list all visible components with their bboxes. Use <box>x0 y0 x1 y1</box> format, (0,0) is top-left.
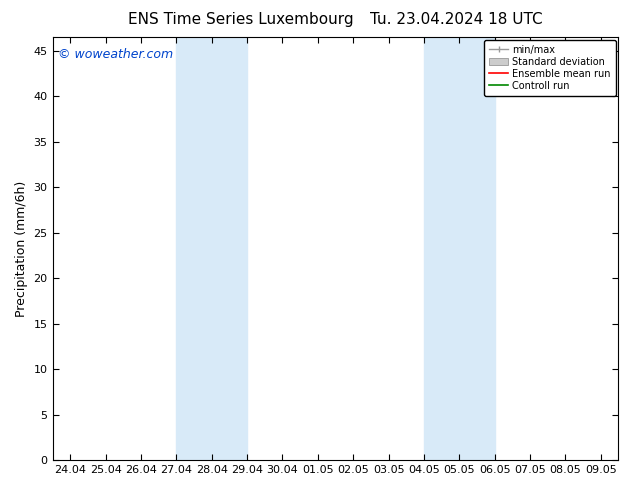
Bar <box>176 37 247 460</box>
Bar <box>424 37 495 460</box>
Legend: min/max, Standard deviation, Ensemble mean run, Controll run: min/max, Standard deviation, Ensemble me… <box>484 40 616 96</box>
Y-axis label: Precipitation (mm/6h): Precipitation (mm/6h) <box>15 180 28 317</box>
Text: Tu. 23.04.2024 18 UTC: Tu. 23.04.2024 18 UTC <box>370 12 543 27</box>
Text: ENS Time Series Luxembourg: ENS Time Series Luxembourg <box>128 12 354 27</box>
Text: © woweather.com: © woweather.com <box>58 48 173 61</box>
